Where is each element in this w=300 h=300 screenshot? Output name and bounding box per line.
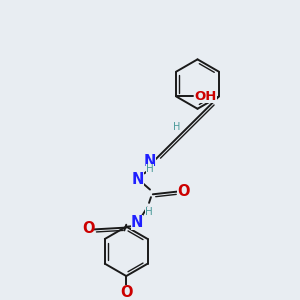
Text: H: H	[145, 207, 153, 218]
Text: N: N	[131, 172, 144, 187]
Text: O: O	[177, 184, 190, 199]
Text: H: H	[173, 122, 181, 132]
Text: O: O	[120, 285, 133, 300]
Text: OH: OH	[194, 90, 217, 103]
Text: H: H	[146, 164, 154, 174]
Text: N: N	[130, 215, 143, 230]
Text: N: N	[144, 154, 156, 169]
Text: O: O	[82, 221, 94, 236]
